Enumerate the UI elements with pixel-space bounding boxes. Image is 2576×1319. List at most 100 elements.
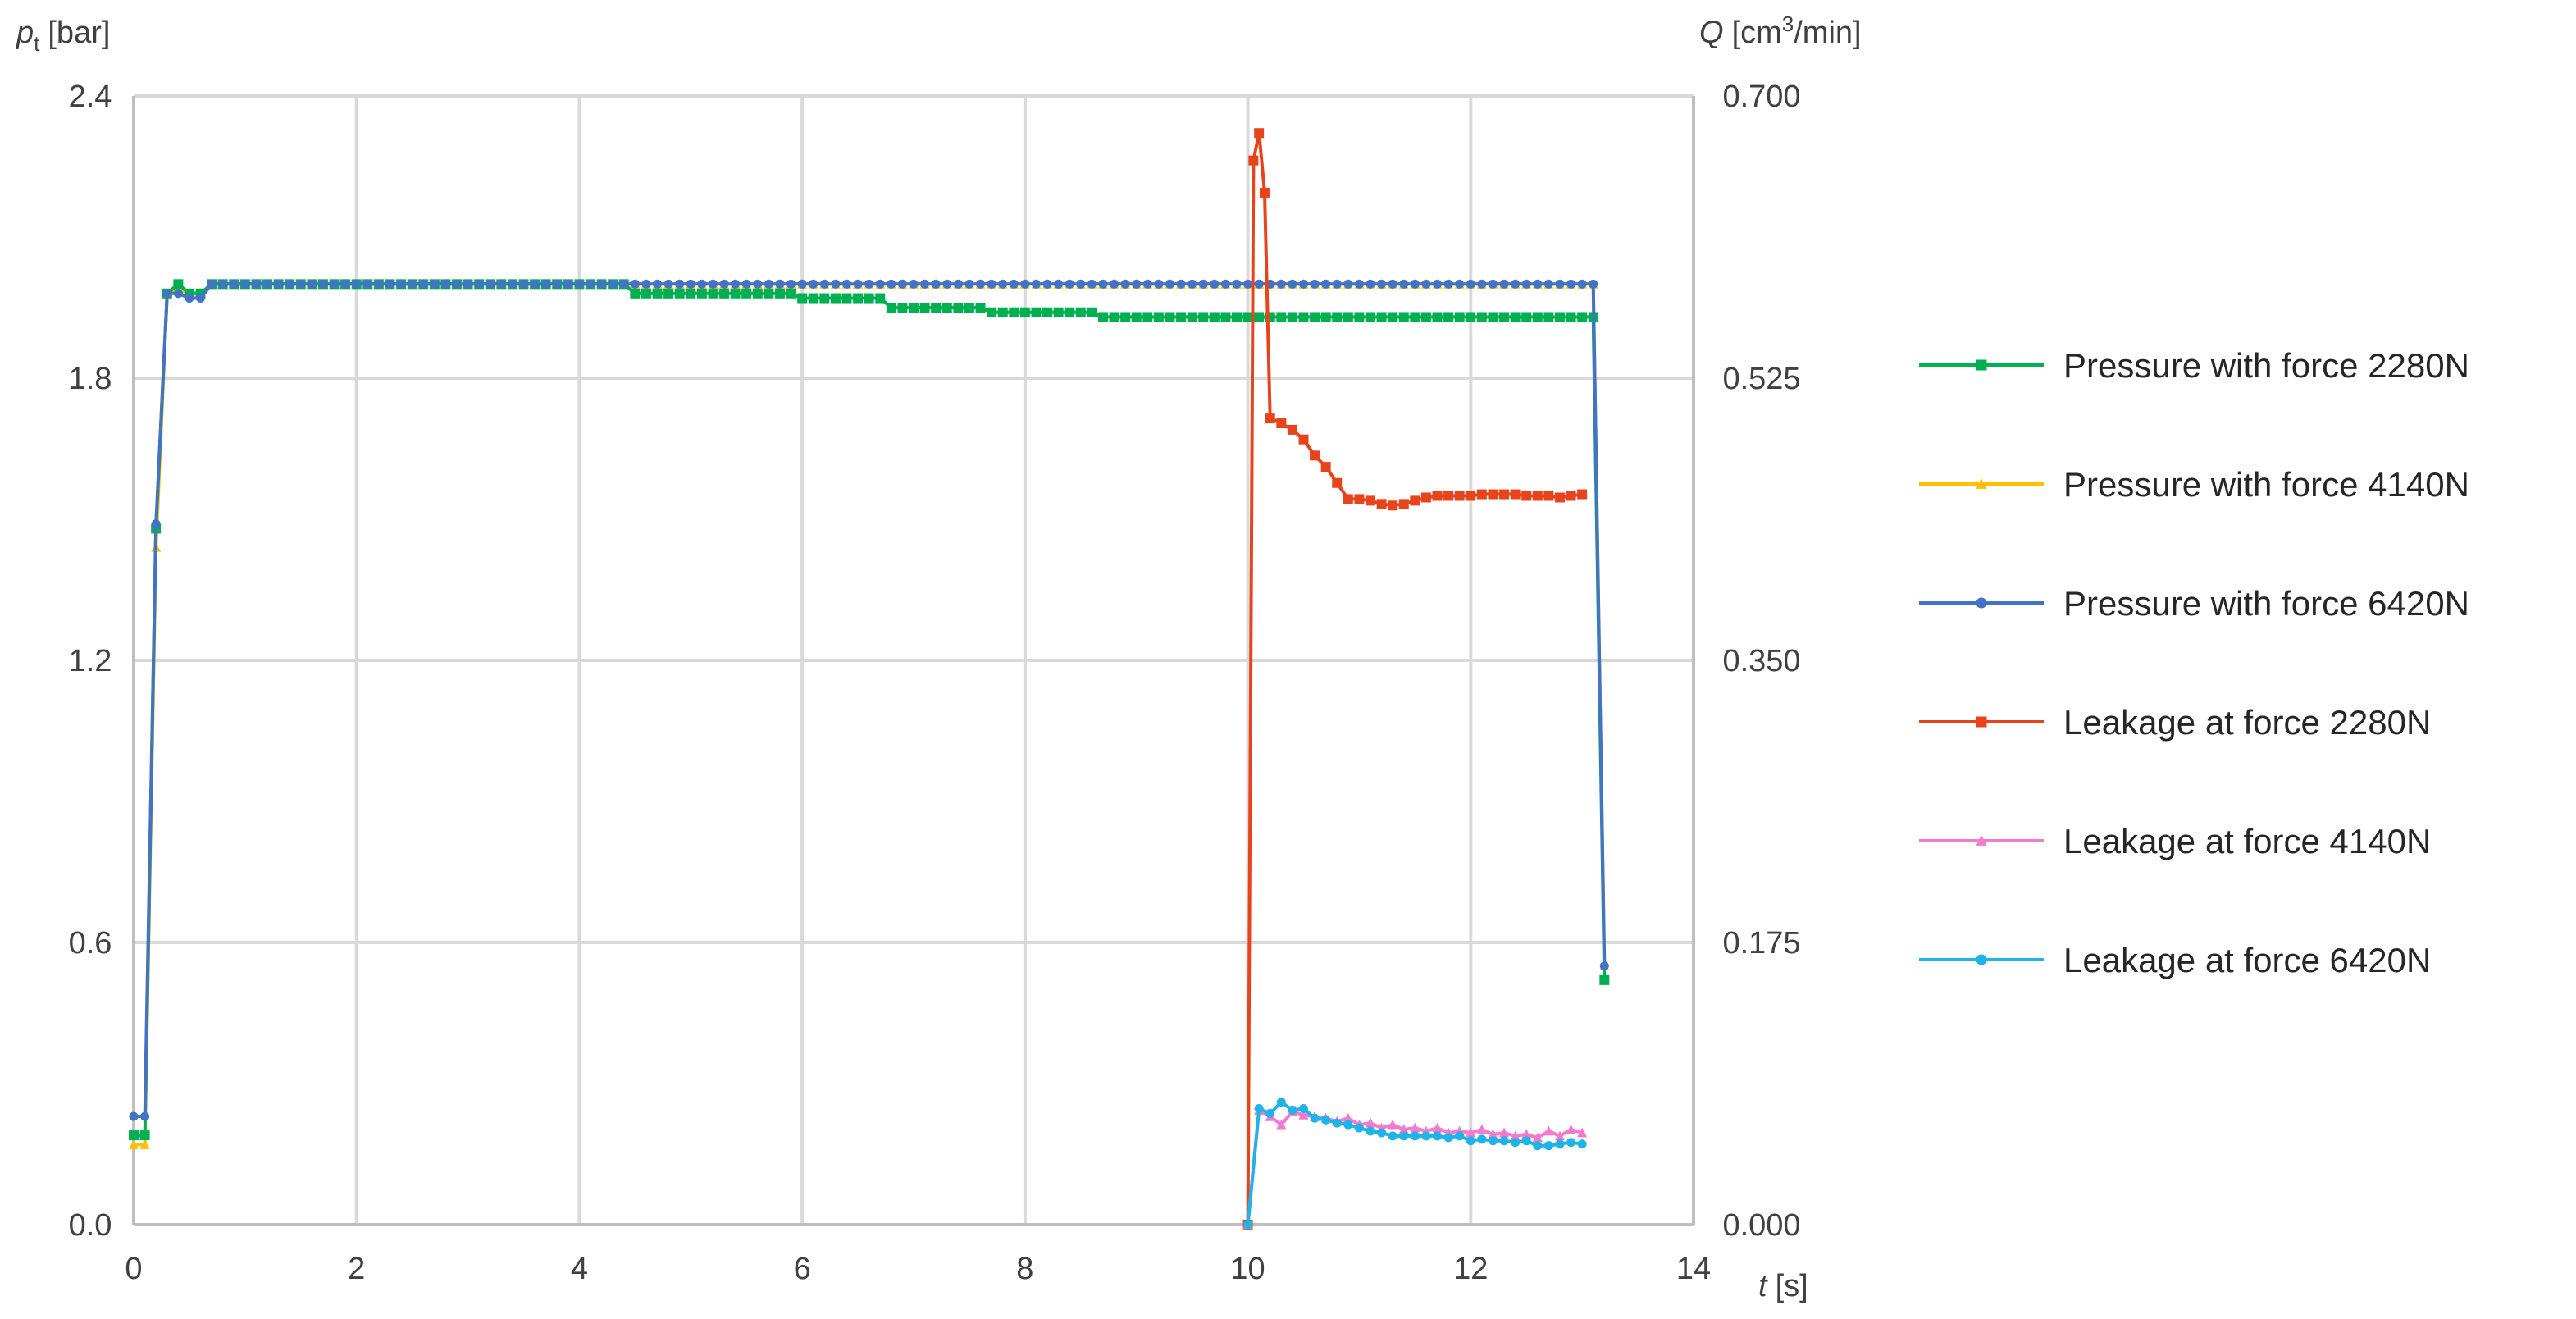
data-point <box>1154 279 1164 289</box>
data-point <box>708 279 718 289</box>
data-point <box>1242 312 1253 322</box>
data-point <box>841 279 851 289</box>
data-point <box>140 1111 150 1121</box>
data-point <box>1031 307 1042 317</box>
data-point <box>797 293 808 304</box>
data-point <box>964 279 974 289</box>
data-point <box>853 293 864 304</box>
data-point <box>1566 1124 1576 1134</box>
data-point <box>864 293 874 304</box>
data-point <box>1254 279 1264 289</box>
legend-entry: Leakage at force 4140N <box>1919 822 2431 860</box>
data-point <box>1466 491 1476 501</box>
legend-entry: Leakage at force 6420N <box>1919 941 2431 979</box>
data-point <box>1499 279 1509 289</box>
data-point <box>630 279 640 289</box>
data-point <box>909 279 919 289</box>
data-point <box>1532 491 1543 501</box>
data-point <box>920 279 930 289</box>
data-point <box>675 279 685 289</box>
data-point <box>1510 312 1521 322</box>
data-point <box>440 279 450 289</box>
data-point <box>1477 1134 1487 1144</box>
data-point <box>1521 279 1531 289</box>
legend-label: Pressure with force 6420N <box>2063 584 2469 623</box>
data-point <box>1466 312 1476 322</box>
legend-label: Leakage at force 2280N <box>2063 703 2431 742</box>
legend-marker <box>1976 478 1987 489</box>
data-point <box>1176 312 1187 322</box>
data-point <box>741 288 752 299</box>
data-point <box>764 279 773 289</box>
data-point <box>663 279 673 289</box>
data-point <box>1132 279 1142 289</box>
data-point <box>1053 307 1064 317</box>
data-point <box>1410 1131 1420 1141</box>
data-point <box>1533 279 1543 289</box>
data-point <box>1153 312 1164 322</box>
data-point <box>1343 1120 1353 1130</box>
data-point <box>463 279 473 289</box>
data-point <box>285 279 294 289</box>
data-point <box>1259 187 1270 198</box>
data-point <box>1554 492 1565 503</box>
data-point <box>1532 1132 1543 1143</box>
data-point <box>1332 477 1343 488</box>
y-axis-left-title: pt [bar] <box>16 16 110 56</box>
data-point <box>764 288 774 299</box>
data-point <box>753 279 763 289</box>
data-point <box>340 279 350 289</box>
data-point <box>953 303 964 313</box>
data-point <box>819 293 830 304</box>
y-right-tick-label: 0.175 <box>1722 926 1800 961</box>
data-point <box>1532 312 1543 322</box>
data-point <box>185 294 194 304</box>
legend-entry: Pressure with force 2280N <box>1919 346 2469 385</box>
data-point <box>408 279 417 289</box>
data-point <box>731 279 741 289</box>
data-point <box>887 279 896 289</box>
data-point <box>1555 1139 1565 1149</box>
data-point <box>129 1130 139 1141</box>
y-left-tick-label: 1.2 <box>69 644 112 678</box>
data-point <box>1321 1115 1331 1125</box>
x-tick-label: 12 <box>1453 1252 1488 1286</box>
data-point <box>139 1130 150 1141</box>
data-point <box>1410 495 1420 506</box>
y-right-tick-label: 0.350 <box>1722 644 1800 678</box>
data-point <box>1421 279 1431 289</box>
data-point <box>1433 1131 1443 1141</box>
data-point <box>1054 279 1064 289</box>
data-point <box>976 279 986 289</box>
x-tick-label: 6 <box>794 1252 811 1286</box>
data-point <box>987 307 997 317</box>
legend-marker <box>1976 716 1987 728</box>
data-point <box>1476 489 1487 500</box>
data-point <box>1476 1124 1487 1134</box>
data-point <box>508 279 517 289</box>
data-point <box>362 279 372 289</box>
data-point <box>1476 312 1487 322</box>
data-point <box>1543 1125 1554 1136</box>
data-point <box>1009 279 1019 289</box>
data-point <box>953 279 963 289</box>
data-point <box>318 279 328 289</box>
data-point <box>452 279 462 289</box>
data-point <box>1410 1122 1420 1133</box>
data-point <box>1299 279 1308 289</box>
data-point <box>1566 1138 1576 1148</box>
data-point <box>641 288 651 299</box>
legend-label: Leakage at force 6420N <box>2063 941 2431 979</box>
data-point <box>987 279 996 289</box>
data-point <box>519 279 528 289</box>
data-point <box>1142 312 1153 322</box>
data-point <box>931 303 941 313</box>
data-point <box>1398 312 1409 322</box>
data-point <box>1577 279 1587 289</box>
data-point <box>1477 279 1487 289</box>
data-point <box>396 279 406 289</box>
data-point <box>1298 312 1309 322</box>
data-point <box>1499 312 1510 322</box>
data-point <box>1511 279 1521 289</box>
